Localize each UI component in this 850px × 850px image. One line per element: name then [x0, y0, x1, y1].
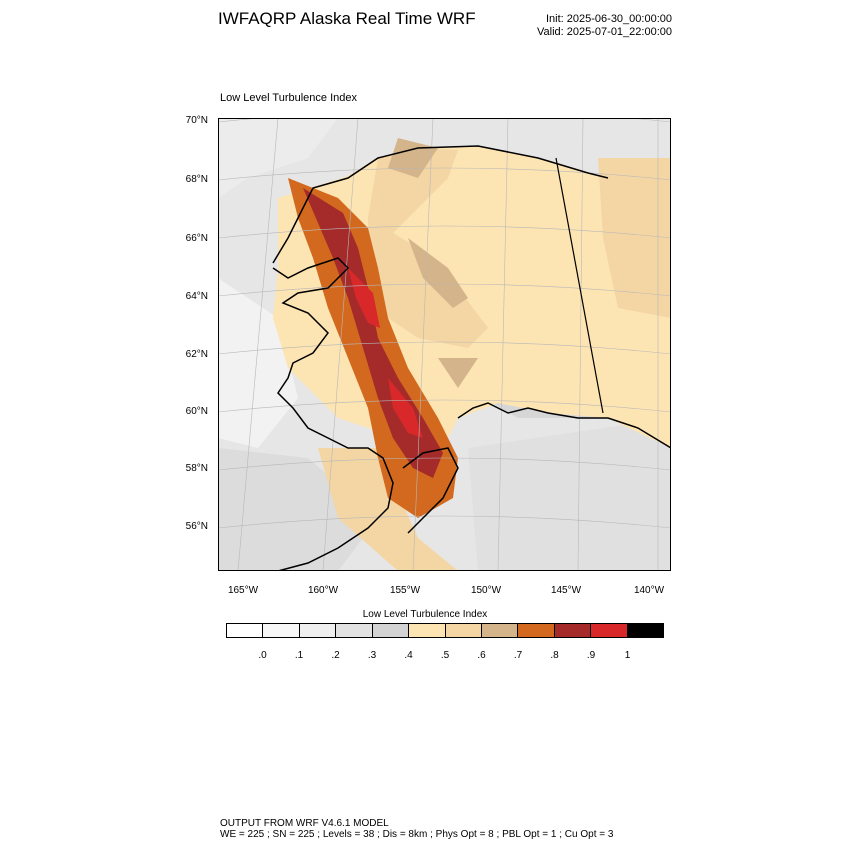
colorbar-box — [554, 624, 592, 637]
colorbar — [226, 623, 664, 638]
footer-config: WE = 225 ; SN = 225 ; Levels = 38 ; Dis … — [220, 829, 614, 840]
main-title: IWFAQRP Alaska Real Time WRF — [218, 9, 476, 28]
turbulence-peak-2 — [388, 378, 423, 438]
colorbar-label: .9 — [586, 650, 596, 661]
colorbar-box — [372, 624, 410, 637]
map-frame — [218, 118, 671, 571]
gulf-offshore-field — [318, 448, 458, 571]
lat-label-68: 68°N — [185, 174, 208, 185]
colorbar-label: .2 — [331, 650, 340, 661]
lon-label-145: 145°W — [550, 585, 582, 596]
lat-label-66: 66°N — [185, 233, 208, 244]
lat-label-64: 64°N — [185, 291, 208, 302]
colorbar-box — [336, 624, 373, 637]
colorbar-label: .4 — [404, 650, 413, 661]
lon-label-160: 160°W — [307, 585, 339, 596]
lon-label-150: 150°W — [470, 585, 502, 596]
colorbar-box — [591, 624, 628, 637]
colorbar-box — [409, 624, 446, 637]
colorbar-label: .5 — [440, 650, 450, 661]
pacific-field — [468, 418, 671, 571]
arctic-light-field — [218, 118, 338, 198]
lat-label-56: 56°N — [185, 521, 208, 532]
footer-model: OUTPUT FROM WRF V4.6.1 MODEL — [220, 818, 389, 829]
turbulence-map — [218, 118, 671, 571]
colorbar-label: .7 — [513, 650, 523, 661]
coastline — [272, 145, 671, 571]
gulf-darker-field — [218, 448, 378, 571]
lat-label-62: 62°N — [185, 349, 208, 360]
lon-label-165: 165°W — [227, 585, 259, 596]
colorbar-box — [518, 624, 555, 637]
colorbar-label: .1 — [294, 650, 304, 661]
lon-label-140: 140°W — [633, 585, 665, 596]
alaska-canada-border — [555, 157, 604, 414]
colorbar-label: .8 — [550, 650, 559, 661]
lat-label-60: 60°N — [185, 406, 208, 417]
colorbar-label: .3 — [367, 650, 377, 661]
colorbar-box — [263, 624, 300, 637]
lon-label-155: 155°W — [389, 585, 421, 596]
colorbar-box — [299, 624, 337, 637]
colorbar-box — [445, 624, 482, 637]
plot-subtitle: Low Level Turbulence Index — [220, 92, 357, 104]
chugach-field — [438, 358, 478, 388]
colorbar-label: 1 — [624, 650, 631, 661]
init-time: Init: 2025-06-30_00:00:00 — [546, 13, 672, 25]
colorbar-box — [481, 624, 519, 637]
yukon-field — [598, 158, 671, 318]
lat-label-70: 70°N — [185, 115, 208, 126]
north-slope-field — [368, 148, 458, 238]
lat-label-58: 58°N — [185, 463, 208, 474]
colorbar-title: Low Level Turbulence Index — [362, 609, 488, 620]
alaska-range-field — [408, 238, 468, 308]
graticule — [218, 118, 671, 571]
valid-time: Valid: 2025-07-01_22:00:00 — [537, 26, 672, 38]
turbulence-peak-1 — [348, 268, 380, 328]
colorbar-box — [627, 624, 664, 637]
map-panel — [218, 118, 671, 571]
colorbar-box — [227, 624, 264, 637]
colorbar-label: .0 — [258, 650, 267, 661]
colorbar-label: .6 — [477, 650, 486, 661]
